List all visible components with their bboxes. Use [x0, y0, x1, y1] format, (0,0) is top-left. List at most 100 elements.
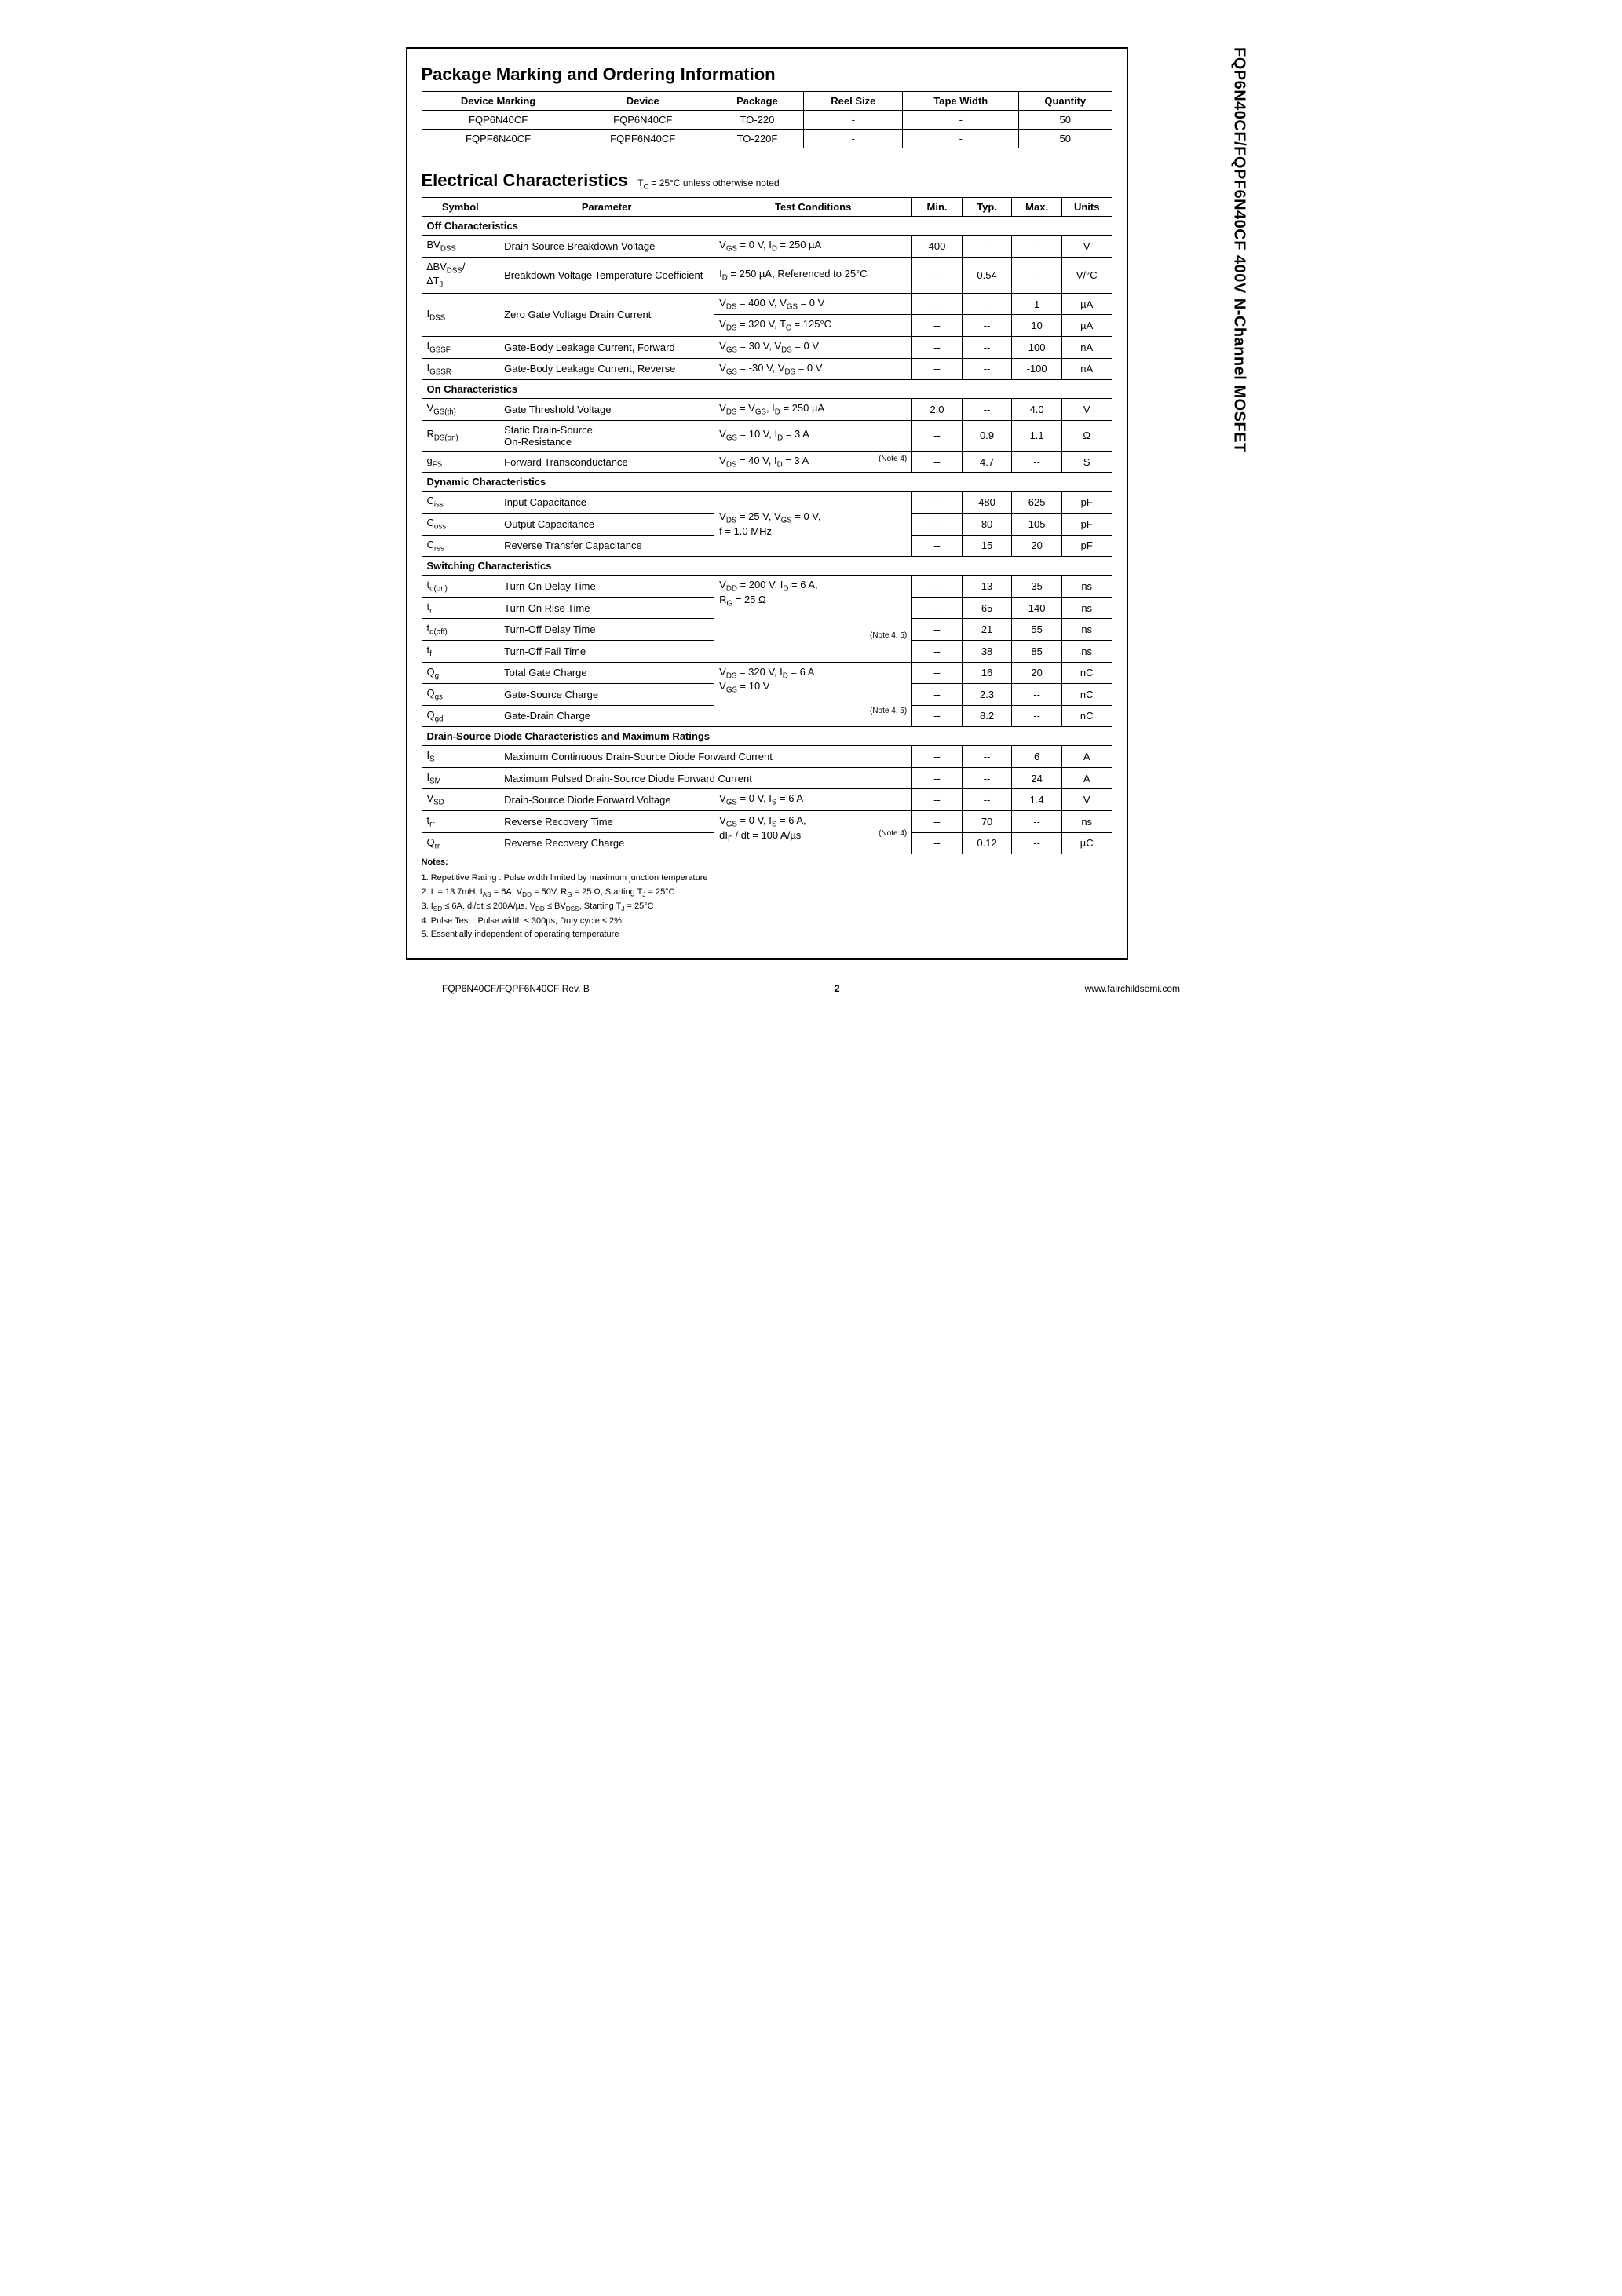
elec-cell: ns [1061, 619, 1112, 641]
elec-cell: -- [962, 358, 1012, 380]
package-table: Device MarkingDevicePackageReel SizeTape… [422, 91, 1112, 148]
elec-cell: -- [962, 293, 1012, 315]
elec-cell: td(on) [422, 576, 499, 598]
elec-cell: IDSS [422, 293, 499, 336]
section-subhead: Off Characteristics [422, 217, 1112, 236]
elec-cell: Gate-Source Charge [499, 684, 714, 706]
note-line: 1. Repetitive Rating : Pulse width limit… [422, 872, 1112, 886]
pkg-cell: FQPF6N40CF [422, 130, 575, 148]
elec-cell: td(off) [422, 619, 499, 641]
pkg-header: Device Marking [422, 92, 575, 111]
pkg-cell: TO-220F [711, 130, 803, 148]
elec-cell: 21 [962, 619, 1012, 641]
elec-cell: 2.0 [912, 399, 963, 421]
footer-left: FQP6N40CF/FQPF6N40CF Rev. B [442, 983, 590, 994]
section-subhead: On Characteristics [422, 380, 1112, 399]
elec-cell: -- [912, 535, 963, 557]
table-row: CissInput CapacitanceVDS = 25 V, VGS = 0… [422, 492, 1112, 514]
elec-cell: Gate-Body Leakage Current, Forward [499, 336, 714, 358]
pkg-header: Reel Size [804, 92, 903, 111]
elec-cell: 10 [1012, 315, 1062, 337]
elec-cell: VGS = 10 V, ID = 3 A [714, 420, 912, 451]
elec-cell: 625 [1012, 492, 1062, 514]
elec-cell: 80 [962, 513, 1012, 535]
elec-cell: -- [912, 832, 963, 854]
elec-cell: 20 [1012, 662, 1062, 684]
elec-cell: S [1061, 451, 1112, 473]
elec-cell: µC [1061, 832, 1112, 854]
elec-cell: Drain-Source Diode Forward Voltage [499, 789, 714, 811]
elec-cell: IS [422, 746, 499, 768]
elec-cell: gFS [422, 451, 499, 473]
elec-cell: V [1061, 789, 1112, 811]
elec-cell: 35 [1012, 576, 1062, 598]
elec-cell: nC [1061, 684, 1112, 706]
elec-cell: 13 [962, 576, 1012, 598]
elec-cell: ns [1061, 640, 1112, 662]
elec-cell: 1 [1012, 293, 1062, 315]
elec-cell: Gate Threshold Voltage [499, 399, 714, 421]
elec-cell: -- [1012, 811, 1062, 833]
pkg-cell: - [804, 111, 903, 130]
table-row: trrReverse Recovery TimeVGS = 0 V, IS = … [422, 811, 1112, 833]
elec-cell: 65 [962, 597, 1012, 619]
elec-cell: -- [912, 684, 963, 706]
footer-right: www.fairchildsemi.com [1085, 983, 1180, 994]
pkg-section-title: Package Marking and Ordering Information [422, 64, 1112, 85]
elec-cell: VGS = -30 V, VDS = 0 V [714, 358, 912, 380]
elec-cell: -- [912, 293, 963, 315]
table-row: ∆BVDSS/∆TJBreakdown Voltage Temperature … [422, 257, 1112, 293]
elec-cell: nA [1061, 358, 1112, 380]
elec-cell: Reverse Transfer Capacitance [499, 535, 714, 557]
elec-cell: Forward Transconductance [499, 451, 714, 473]
elec-cell: Gate-Body Leakage Current, Reverse [499, 358, 714, 380]
elec-cell: -- [962, 399, 1012, 421]
pkg-header: Device [575, 92, 711, 111]
table-row: QgTotal Gate ChargeVDS = 320 V, ID = 6 A… [422, 662, 1112, 684]
elec-cell: 1.1 [1012, 420, 1062, 451]
elec-cell: -- [962, 336, 1012, 358]
elec-cell: Breakdown Voltage Temperature Coefficien… [499, 257, 714, 293]
table-row: FQP6N40CFFQP6N40CFTO-220--50 [422, 111, 1112, 130]
table-row: ISMaximum Continuous Drain-Source Diode … [422, 746, 1112, 768]
elec-cell: Crss [422, 535, 499, 557]
elec-cell: Drain-Source Breakdown Voltage [499, 236, 714, 258]
elec-cell: V/°C [1061, 257, 1112, 293]
elec-cell: Turn-Off Fall Time [499, 640, 714, 662]
elec-cell: -- [962, 746, 1012, 768]
elec-cell: Total Gate Charge [499, 662, 714, 684]
note-line: 4. Pulse Test : Pulse width ≤ 300µs, Dut… [422, 915, 1112, 929]
elec-cell: VDS = 25 V, VGS = 0 V,f = 1.0 MHz [714, 492, 912, 557]
note-line: 2. L = 13.7mH, IAS = 6A, VDD = 50V, RG =… [422, 886, 1112, 900]
elec-cell: 100 [1012, 336, 1062, 358]
elec-cell: Turn-Off Delay Time [499, 619, 714, 641]
elec-cell: -- [1012, 451, 1062, 473]
elec-cell: Zero Gate Voltage Drain Current [499, 293, 714, 336]
elec-header: Symbol [422, 198, 499, 217]
elec-cell: 6 [1012, 746, 1062, 768]
elec-cell: 38 [962, 640, 1012, 662]
elec-cell: -- [912, 662, 963, 684]
notes-list: 1. Repetitive Rating : Pulse width limit… [422, 872, 1112, 942]
pkg-header: Package [711, 92, 803, 111]
elec-cell: Coss [422, 513, 499, 535]
elec-cell: Reverse Recovery Time [499, 811, 714, 833]
elec-cell: ns [1061, 597, 1112, 619]
pkg-header: Tape Width [903, 92, 1019, 111]
content-frame: Package Marking and Ordering Information… [406, 47, 1128, 960]
elec-cell: Qgd [422, 705, 499, 727]
elec-title-text: Electrical Characteristics [422, 170, 628, 190]
elec-header: Typ. [962, 198, 1012, 217]
elec-cell: 2.3 [962, 684, 1012, 706]
elec-cell: 105 [1012, 513, 1062, 535]
elec-cell: ns [1061, 576, 1112, 598]
pkg-cell: 50 [1019, 111, 1112, 130]
elec-cell: ISM [422, 767, 499, 789]
elec-header: Units [1061, 198, 1112, 217]
elec-cell: tf [422, 640, 499, 662]
elec-cell: BVDSS [422, 236, 499, 258]
elec-cell: VGS = 0 V, IS = 6 A [714, 789, 912, 811]
pkg-cell: FQP6N40CF [575, 111, 711, 130]
elec-cell: -- [962, 315, 1012, 337]
elec-cell: -- [912, 746, 963, 768]
